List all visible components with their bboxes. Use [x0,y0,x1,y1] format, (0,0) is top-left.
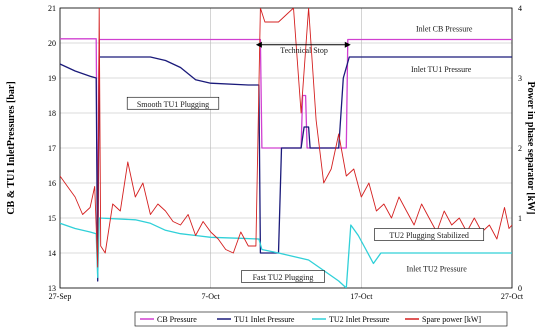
series-lines [60,8,512,288]
y-tick-label: 20 [48,39,56,48]
left-axis-ticks: 13 14 15 16 17 18 19 20 21 [48,4,56,293]
plot-frame [59,7,513,289]
annotation-box [241,270,325,283]
annotation-label: Smooth TU1 Plugging [137,100,209,109]
y-tick-label: 15 [48,214,56,223]
y-tick-label: 18 [48,109,56,118]
series-line-spare-power-kw [60,8,512,268]
x-tick-label: 27-Sep [49,292,72,301]
technical-stop-arrow [255,41,351,48]
y-tick-label: 21 [48,4,56,13]
legend-label: CB Pressure [157,315,197,324]
annotation-label: Inlet CB Pressure [416,25,473,34]
annotation-box [374,228,485,241]
x-tick-label: 7-Oct [202,292,221,301]
right-axis-ticks: 0 1 2 3 4 [518,4,522,293]
y2-tick-label: 3 [518,74,522,83]
y-tick-label: 16 [48,179,56,188]
y2-tick-label: 1 [518,214,522,223]
y2-axis-label: Power in phase separator [kW] [525,82,535,215]
y-tick-label: 14 [48,249,56,258]
x-tick-label: 17-Oct [350,292,373,301]
y-tick-label: 17 [48,144,56,153]
annotation-label: Inlet TU1 Pressure [411,65,472,74]
annotation-label: TU2 Plugging Stabilized [389,231,469,240]
arrow-head-right [344,41,351,48]
x-tick-label: 27-Oct [501,292,524,301]
legend-label: TU2 Inlet Pressure [329,315,390,324]
annotation-box [126,96,220,110]
legend-label: Spare power [kW] [422,315,481,324]
y2-tick-label: 2 [518,144,522,153]
y-tick-label: 19 [48,74,56,83]
arrow-head-left [255,41,262,48]
annotations: Inlet CB Pressure Inlet TU1 Pressure Techn… [126,25,485,283]
annotation-label: Inlet TU2 Pressure [407,264,468,273]
y-axis-label: CB & TU1 InletPressures [bar] [6,81,17,214]
x-axis-ticks: 27-Sep 7-Oct 17-Oct 27-Oct [49,292,524,301]
annotation-label: Technical Stop [280,46,328,55]
annotation-label: Fast TU2 Plugging [253,273,314,282]
legend: CB Pressure TU1 Inlet Pressure TU2 Inlet P… [134,311,508,327]
y2-tick-label: 4 [518,4,522,13]
legend-label: TU1 Inlet Pressure [234,315,295,324]
y-tick-label: 13 [48,284,56,293]
series-line-tu2-inlet-pressure [60,217,512,288]
y2-tick-label: 0 [518,284,522,293]
